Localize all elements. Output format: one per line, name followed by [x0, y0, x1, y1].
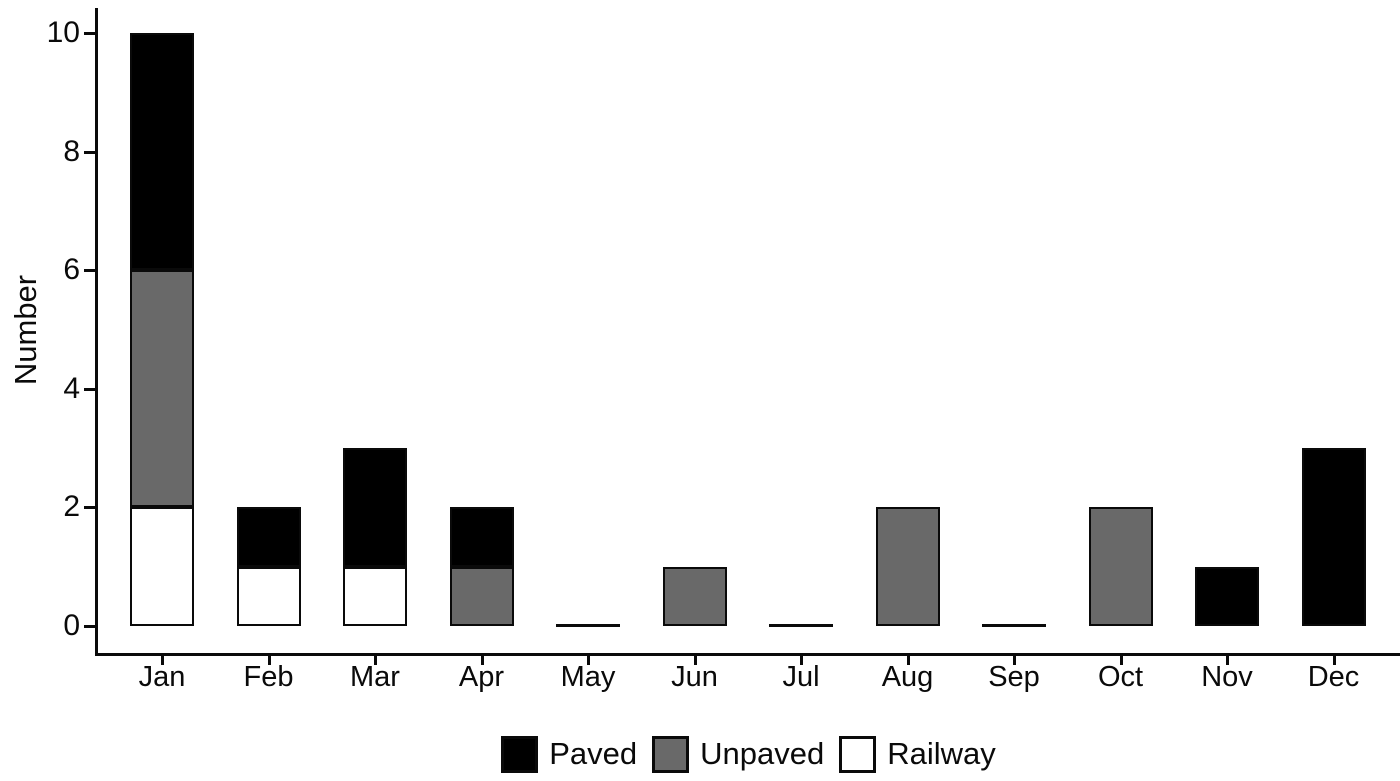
- x-tick: [693, 656, 697, 665]
- x-tick: [1226, 656, 1229, 665]
- x-tick-label: Jan: [138, 661, 186, 693]
- zero-bar-may: [556, 624, 620, 627]
- legend-swatch-paved: [501, 735, 539, 773]
- legend-item-paved: Paved: [501, 735, 638, 773]
- x-tick-label: Jun: [671, 661, 718, 693]
- bar-segment-apr-paved: [449, 507, 514, 567]
- bar-segment-jan-paved: [130, 33, 194, 271]
- y-axis-line: [95, 8, 98, 656]
- x-tick: [1013, 656, 1016, 665]
- x-tick-label: Oct: [1097, 661, 1144, 693]
- x-tick: [1119, 656, 1123, 665]
- x-tick-label: Jul: [782, 661, 820, 693]
- bar-segment-feb-railway: [236, 566, 301, 626]
- x-tick-label: Feb: [243, 661, 294, 693]
- zero-bar-sep: [982, 624, 1046, 627]
- y-tick: [84, 269, 95, 273]
- y-tick-label: 6: [63, 253, 80, 287]
- legend-item-railway: Railway: [839, 735, 996, 773]
- y-tick: [84, 387, 95, 391]
- x-tick: [1332, 656, 1336, 665]
- bar-segment-mar-paved: [343, 448, 407, 567]
- y-tick-label: 8: [63, 134, 80, 168]
- x-tick: [374, 656, 377, 665]
- bar-segment-dec-paved: [1301, 448, 1366, 626]
- y-axis-title: Number: [8, 274, 43, 386]
- bar-segment-nov-paved: [1195, 566, 1259, 626]
- bar-segment-jan-railway: [130, 507, 194, 626]
- y-tick-label: 0: [63, 609, 80, 642]
- x-tick: [800, 656, 803, 665]
- x-tick: [587, 656, 590, 665]
- zero-bar-jul: [769, 624, 833, 627]
- x-tick-label: Mar: [350, 661, 400, 693]
- y-tick: [84, 506, 95, 510]
- y-tick-label: 4: [63, 371, 80, 405]
- x-tick-label: May: [560, 661, 616, 693]
- legend-swatch-unpaved: [652, 735, 690, 773]
- bar-segment-oct-unpaved: [1088, 507, 1153, 626]
- x-tick-label: Dec: [1307, 661, 1360, 693]
- y-tick: [84, 150, 95, 154]
- x-tick: [906, 656, 910, 665]
- legend-item-unpaved: Unpaved: [652, 735, 825, 773]
- x-tick-label: Aug: [881, 661, 934, 693]
- bar-segment-apr-unpaved: [449, 566, 514, 626]
- y-tick-label: 10: [46, 16, 80, 49]
- legend-swatch-railway: [839, 735, 877, 773]
- x-tick: [267, 656, 271, 665]
- y-tick: [84, 625, 95, 628]
- y-tick-label: 2: [63, 490, 80, 524]
- legend-label: Unpaved: [700, 736, 825, 771]
- bar-segment-aug-unpaved: [875, 507, 940, 626]
- bar-segment-feb-paved: [236, 507, 301, 567]
- legend: Paved Unpaved Railway: [97, 731, 1400, 777]
- x-tick: [161, 656, 164, 665]
- bar-segment-mar-railway: [343, 566, 407, 626]
- x-tick-label: Apr: [458, 661, 505, 693]
- x-tick: [480, 656, 484, 665]
- y-tick: [84, 32, 95, 35]
- x-tick-label: Nov: [1201, 661, 1253, 693]
- bar-segment-jun-unpaved: [662, 566, 727, 626]
- legend-label: Paved: [549, 736, 638, 771]
- legend-label: Railway: [887, 736, 996, 771]
- x-tick-label: Sep: [988, 661, 1040, 693]
- bar-segment-jan-unpaved: [130, 270, 194, 508]
- x-axis-line: [95, 653, 1400, 656]
